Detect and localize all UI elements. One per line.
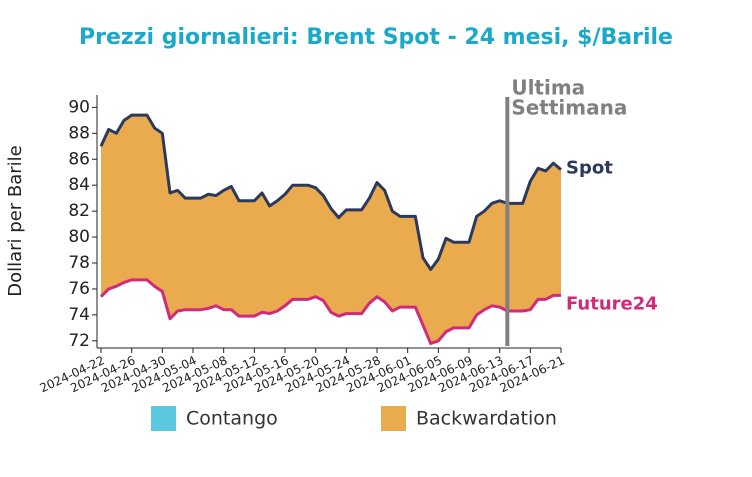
legend-swatch <box>151 406 176 431</box>
annotation-text: Settimana <box>511 96 627 120</box>
y-tick-label: 80 <box>68 227 90 247</box>
y-tick-label: 84 <box>68 175 90 195</box>
y-axis-label: Dollari per Barile <box>5 145 26 297</box>
chart-title: Prezzi giornalieri: Brent Spot - 24 mesi… <box>79 25 673 50</box>
y-tick-label: 86 <box>68 149 90 169</box>
legend-label: Backwardation <box>416 408 557 430</box>
y-tick-label: 76 <box>68 279 90 299</box>
y-tick-label: 74 <box>68 305 90 325</box>
series-label: Spot <box>566 158 613 179</box>
y-tick-label: 72 <box>68 331 90 351</box>
series-line <box>99 278 561 345</box>
y-tick-label: 82 <box>68 201 90 221</box>
y-tick-label: 78 <box>68 253 90 273</box>
series-line <box>99 113 562 271</box>
legend-swatch <box>381 406 406 431</box>
legend-label: Contango <box>186 408 278 430</box>
y-tick-label: 88 <box>68 123 90 143</box>
y-tick-label: 90 <box>68 97 90 117</box>
annotation-text: Ultima <box>511 76 585 100</box>
series-label: Future24 <box>566 293 658 314</box>
backwardation-fill <box>101 115 561 344</box>
